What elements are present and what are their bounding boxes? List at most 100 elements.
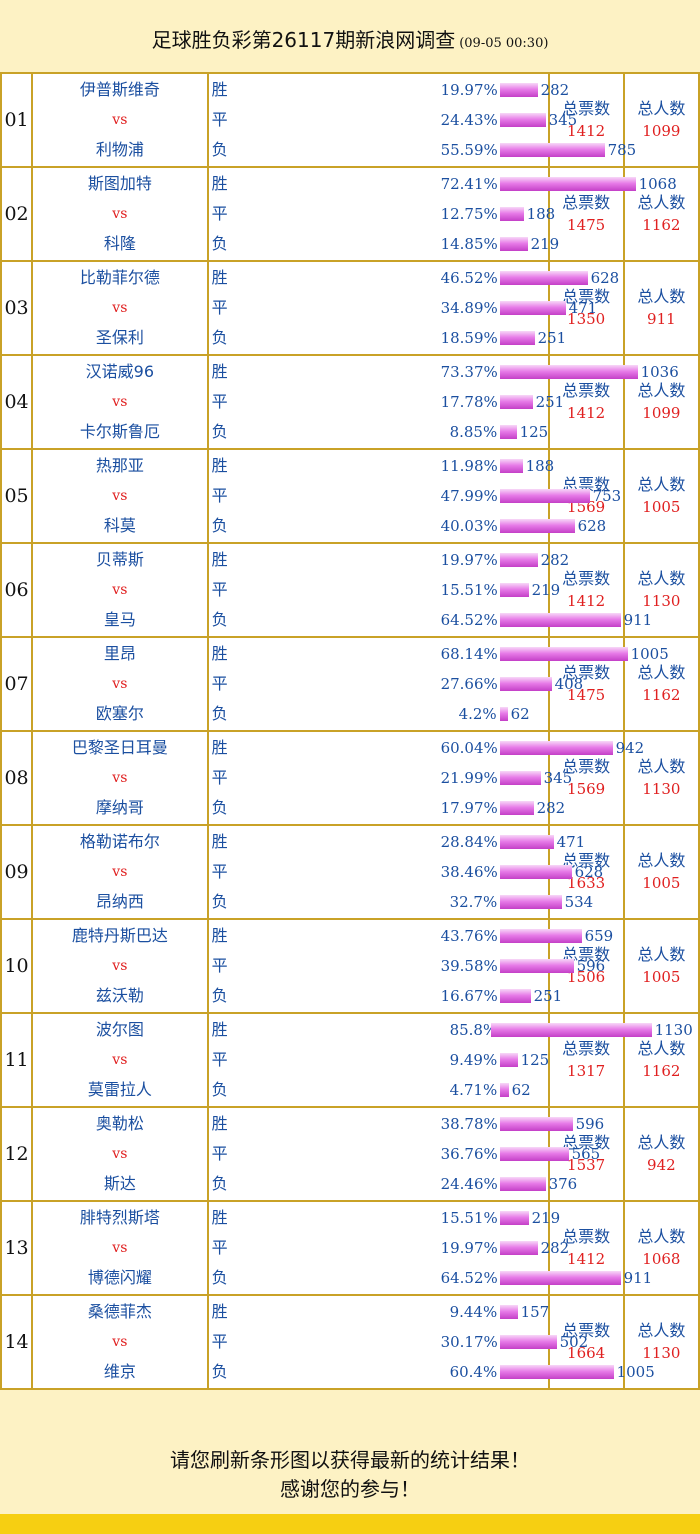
home-team-link[interactable]: 汉诺威96: [85, 362, 155, 381]
loss-percent: 24.46%: [440, 1175, 498, 1193]
win-label: 胜: [211, 362, 228, 381]
match-teams: 巴黎圣日耳曼 vs 摩纳哥: [31, 730, 209, 826]
draw-label: 平: [211, 1050, 228, 1069]
draw-percent: 47.99%: [440, 487, 498, 505]
away-team-link[interactable]: 博德闪耀: [87, 1268, 152, 1287]
home-team-link[interactable]: 波尔图: [95, 1020, 144, 1039]
draw-label: 平: [211, 768, 228, 787]
draw-label: 平: [211, 674, 228, 693]
loss-bar: [499, 1271, 621, 1285]
home-team-link[interactable]: 贝蒂斯: [95, 550, 144, 569]
total-votes-label: 总票数: [562, 569, 611, 588]
away-team-link[interactable]: 斯达: [103, 1174, 136, 1193]
total-people-value: 1099: [642, 122, 681, 140]
loss-bar-row: 负 4.71% 62: [209, 1075, 548, 1105]
away-team-link[interactable]: 利物浦: [95, 140, 144, 159]
draw-bar: [499, 1147, 569, 1161]
home-team-link[interactable]: 热那亚: [95, 456, 144, 475]
win-bar: [499, 177, 636, 191]
win-count: 471: [556, 833, 586, 851]
away-team-link[interactable]: 昂纳西: [95, 892, 144, 911]
home-team-link[interactable]: 斯图加特: [87, 174, 152, 193]
win-bar-row: 胜 68.14% 1005: [209, 639, 669, 669]
win-bar-row: 胜 9.44% 157: [209, 1297, 550, 1327]
loss-count: 1005: [616, 1363, 655, 1381]
loss-bar-row: 负 4.2% 62: [209, 699, 548, 729]
total-votes-value: 1412: [567, 592, 606, 610]
away-team-link[interactable]: 摩纳哥: [95, 798, 144, 817]
total-people-cell: 总人数 1005: [622, 918, 700, 1014]
home-team-link[interactable]: 鹿特丹斯巴达: [71, 926, 168, 945]
total-people-label: 总人数: [637, 851, 686, 870]
away-team-link[interactable]: 维京: [103, 1362, 136, 1381]
win-bar-row: 胜 73.37% 1036: [209, 357, 679, 387]
loss-percent: 40.03%: [440, 517, 498, 535]
draw-count: 345: [548, 111, 578, 129]
home-team-link[interactable]: 伊普斯维奇: [79, 80, 160, 99]
match-teams: 汉诺威96 vs 卡尔斯鲁厄: [31, 354, 209, 450]
home-team-link[interactable]: 比勒菲尔德: [79, 268, 160, 287]
draw-bar-row: 平 24.43% 345: [209, 105, 578, 135]
vote-bars: 胜 11.98% 188 平 47.99% 753 负 40.03% 628: [206, 448, 621, 544]
loss-label: 负: [211, 610, 228, 629]
draw-bar-row: 平 15.51% 219: [209, 575, 561, 605]
draw-label: 平: [211, 486, 228, 505]
home-team-link[interactable]: 巴黎圣日耳曼: [71, 738, 168, 757]
win-percent: 15.51%: [440, 1209, 498, 1227]
away-team-link[interactable]: 科隆: [103, 234, 136, 253]
win-count: 659: [584, 927, 614, 945]
win-count: 1036: [640, 363, 679, 381]
win-label: 胜: [211, 738, 228, 757]
loss-bar: [499, 707, 508, 721]
match-teams: 鹿特丹斯巴达 vs 兹沃勒: [31, 918, 209, 1014]
total-people-value: 942: [647, 1156, 676, 1174]
total-people-cell: 总人数 911: [622, 260, 700, 356]
away-team-link[interactable]: 科莫: [103, 516, 136, 535]
loss-bar: [499, 989, 531, 1003]
draw-label: 平: [211, 1332, 228, 1351]
loss-count: 628: [577, 517, 607, 535]
home-team-link[interactable]: 奥勒松: [95, 1114, 144, 1133]
home-team-link[interactable]: 格勒诺布尔: [79, 832, 160, 851]
loss-bar-row: 负 64.52% 911: [209, 605, 653, 635]
win-count: 1068: [638, 175, 677, 193]
draw-count: 282: [540, 1239, 570, 1257]
home-team-link[interactable]: 里昂: [103, 644, 136, 663]
loss-percent: 32.7%: [449, 893, 498, 911]
total-people-label: 总人数: [637, 1133, 686, 1152]
away-team-link[interactable]: 圣保利: [95, 328, 144, 347]
vote-bars: 胜 68.14% 1005 平 27.66% 408 负 4.2% 62: [206, 636, 669, 732]
draw-bar-row: 平 12.75% 188: [209, 199, 556, 229]
match-row: 10 鹿特丹斯巴达 vs 兹沃勒 胜 43.76% 659 平 39.58% 596 负 16.67%…: [0, 918, 700, 1014]
home-team-link[interactable]: 腓特烈斯塔: [79, 1208, 160, 1227]
away-team-link[interactable]: 皇马: [103, 610, 136, 629]
total-votes-label: 总票数: [562, 945, 611, 964]
vote-bars: 胜 43.76% 659 平 39.58% 596 负 16.67% 251: [206, 918, 613, 1014]
vs-label: vs: [112, 770, 128, 786]
vs-label: vs: [112, 488, 128, 504]
draw-count: 565: [571, 1145, 601, 1163]
away-team-link[interactable]: 莫雷拉人: [87, 1080, 152, 1099]
loss-label: 负: [211, 1268, 228, 1287]
loss-label: 负: [211, 986, 228, 1005]
match-number: 08: [0, 730, 34, 826]
loss-bar: [499, 1177, 546, 1191]
match-row: 03 比勒菲尔德 vs 圣保利 胜 46.52% 628 平 34.89% 471 负 18.59% 2…: [0, 260, 700, 356]
home-team-link[interactable]: 桑德菲杰: [87, 1302, 152, 1321]
match-row: 14 桑德菲杰 vs 维京胜 9.44% 157 平 30.17% 502 负 60.4% 1005 总…: [0, 1294, 700, 1390]
win-count: 942: [615, 739, 645, 757]
away-team-link[interactable]: 兹沃勒: [95, 986, 144, 1005]
draw-label: 平: [211, 298, 228, 317]
loss-bar-row: 负 32.7% 534: [209, 887, 594, 917]
win-percent: 85.8%: [449, 1021, 498, 1039]
vote-bars: 胜 72.41% 1068 平 12.75% 188 负 14.85% 219: [206, 166, 677, 262]
total-votes-value: 1412: [567, 1250, 606, 1268]
draw-percent: 36.76%: [440, 1145, 498, 1163]
total-votes-label: 总票数: [562, 381, 611, 400]
draw-count: 628: [574, 863, 604, 881]
win-bar-row: 胜 11.98% 188: [209, 451, 555, 481]
draw-label: 平: [211, 204, 228, 223]
away-team-link[interactable]: 卡尔斯鲁厄: [79, 422, 160, 441]
win-bar: [499, 365, 638, 379]
away-team-link[interactable]: 欧塞尔: [95, 704, 144, 723]
